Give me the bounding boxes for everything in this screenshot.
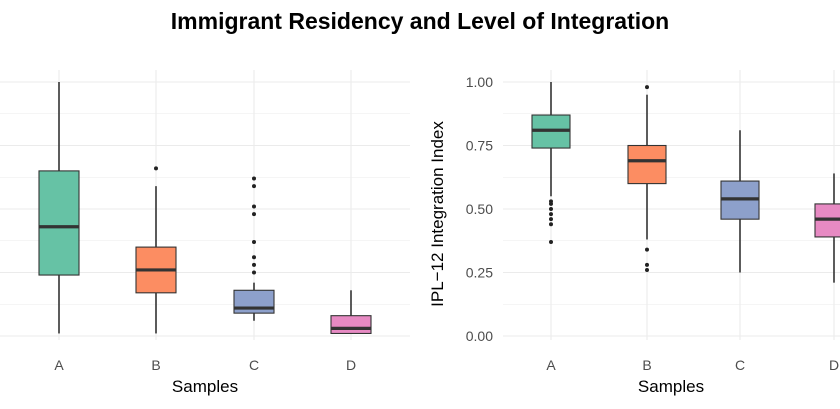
outlier-point bbox=[549, 199, 553, 204]
outlier-point bbox=[252, 255, 256, 260]
box-B bbox=[135, 166, 177, 334]
box-C bbox=[233, 176, 275, 321]
outlier-point bbox=[549, 207, 553, 211]
panel-plot-area bbox=[0, 70, 410, 340]
x-tick-label: A bbox=[54, 357, 64, 373]
outlier-point bbox=[154, 166, 158, 171]
x-tick-label: D bbox=[346, 357, 356, 373]
box-B bbox=[627, 85, 667, 272]
x-tick-label: D bbox=[829, 357, 839, 373]
outlier-point bbox=[549, 240, 553, 245]
chart-title: Immigrant Residency and Level of Integra… bbox=[170, 8, 670, 34]
outlier-point bbox=[252, 176, 256, 181]
outlier-point bbox=[252, 262, 256, 267]
outlier-point bbox=[549, 217, 553, 222]
outlier-point bbox=[645, 85, 649, 90]
y-tick-label: 0.50 bbox=[466, 201, 493, 217]
panel-2: A B C D 0.00 0.25 0.50 0.75 1.00 Samples IPL−12 In… bbox=[428, 70, 840, 396]
outlier-point bbox=[549, 222, 553, 227]
x-axis-label: Samples bbox=[172, 377, 238, 396]
box-body bbox=[627, 144, 667, 185]
x-axis-label: Samples bbox=[638, 377, 704, 396]
box-D bbox=[814, 173, 840, 283]
box-body bbox=[38, 170, 80, 276]
box-A bbox=[38, 82, 80, 334]
x-tick-label: B bbox=[151, 357, 160, 373]
outlier-point bbox=[252, 270, 256, 275]
outlier-point bbox=[645, 262, 649, 267]
box-D bbox=[330, 290, 372, 335]
x-tick-label: B bbox=[642, 357, 651, 373]
y-tick-label: 0.25 bbox=[466, 265, 493, 281]
y-axis-label: IPL−12 Integration Index bbox=[428, 121, 447, 307]
box-C bbox=[720, 130, 760, 273]
y-tick-label: 1.00 bbox=[466, 74, 493, 90]
box-body bbox=[233, 289, 275, 314]
outlier-point bbox=[645, 247, 649, 252]
outlier-point bbox=[252, 240, 256, 245]
panel-1: A B C D Samples bbox=[0, 70, 410, 396]
outlier-point bbox=[252, 184, 256, 189]
x-tick-label: C bbox=[735, 357, 745, 373]
outlier-point bbox=[252, 212, 256, 217]
y-tick-label: 0.00 bbox=[466, 328, 493, 344]
panel-plot-area bbox=[503, 70, 840, 340]
y-tick-label: 0.75 bbox=[466, 138, 493, 154]
box-A bbox=[531, 82, 571, 245]
outlier-point bbox=[549, 212, 553, 217]
x-tick-label: C bbox=[249, 357, 259, 373]
outlier-point bbox=[252, 204, 256, 209]
x-tick-label: A bbox=[546, 357, 556, 373]
outlier-point bbox=[645, 267, 649, 272]
box-body bbox=[330, 315, 372, 335]
